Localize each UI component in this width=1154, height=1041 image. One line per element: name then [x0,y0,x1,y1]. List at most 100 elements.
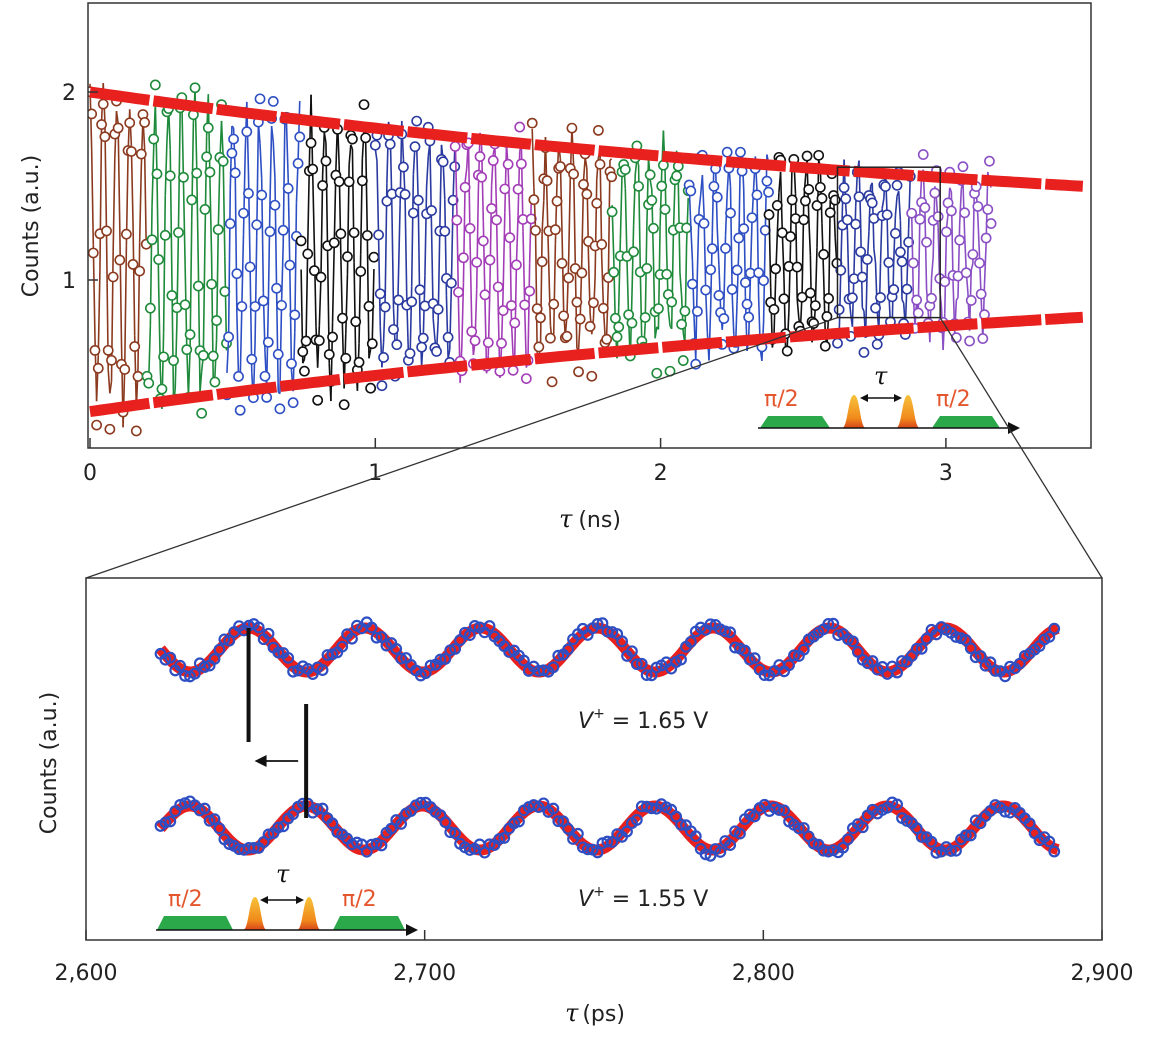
bottom-data-point [626,645,638,658]
top-data-point [244,261,256,273]
top-data-point [659,204,671,215]
top-data-stem [977,216,981,257]
top-data-stem [122,366,126,428]
bottom-data-point [1048,622,1061,635]
top-data-point [528,194,540,206]
top-data-point [965,295,977,306]
top-data-stem [482,221,486,300]
top-data-point [608,266,620,278]
top-data-point [846,292,858,304]
top-data-point [246,353,258,365]
top-data-point [977,333,989,344]
bottom-data-point [247,842,260,854]
top-data-stem [659,172,663,227]
top-data-point [234,404,246,416]
top-data-stem [679,272,683,296]
top-data-point [299,365,310,377]
top-data-point [906,207,918,219]
top-data-point [563,272,575,284]
top-data-point [800,195,811,207]
bottom-data-point [1043,835,1056,848]
top-data-stem [807,215,812,256]
top-data-point [588,297,599,309]
top-data-point [447,194,459,206]
top-data-point [337,312,348,324]
top-data-stem [670,237,675,329]
top-data-stem [462,181,466,283]
top-pulse-right-gaussian [896,395,920,428]
top-data-point [759,224,771,236]
top-data-point [404,348,416,359]
top-data-point [267,95,279,107]
top-data-stem [90,149,95,245]
top-data-point [464,222,476,234]
top-data-point [320,155,332,167]
phase-shift-markers [246,628,309,818]
top-data-point [835,264,847,276]
top-data-point [711,191,723,203]
top-data-stem [704,289,709,333]
top-data-point [901,283,913,295]
bottom-data-point [503,646,516,658]
bottom-pulse-right-label: π/2 [342,887,377,912]
top-data-point [300,335,312,347]
top-data-point [323,349,335,360]
top-data-stem [667,310,671,326]
top-data-point [340,352,352,364]
top-data-stem [809,255,813,343]
top-data-point [708,180,720,192]
top-segment-3 [221,93,306,416]
top-data-point [453,286,464,298]
envelope-lower [89,311,1084,418]
bottom-data-point [999,805,1012,818]
top-data-point [833,304,845,316]
top-data-stem [209,179,213,258]
top-data-point [911,294,923,306]
top-data-point [358,99,370,110]
top-data-point [158,351,170,363]
top-pulse-tau-arrow-right [894,394,902,402]
bottom-data-point [837,841,849,854]
top-data-stem [582,157,586,182]
top-data-point [256,189,268,201]
top-data-point [875,292,886,303]
top-data-point [261,391,273,403]
top-data-stem [881,198,885,209]
bottom-data-point [891,798,904,811]
top-data-point [343,176,355,188]
top-data-point [801,150,813,162]
top-data-point [741,298,753,310]
top-data-point [412,194,424,206]
top-data-point [223,331,234,343]
top-data-point [262,336,274,348]
top-data-point [199,203,211,215]
top-data-point [646,194,658,206]
top-data-stem [943,229,948,314]
top-data-stem [873,248,877,264]
top-data-stem [502,212,506,291]
top-data-point [514,121,526,133]
top-data-point [967,249,979,260]
top-data-stem [305,245,309,341]
bottom-data-point [925,835,938,848]
top-xlabel-symbol: τ [559,505,573,533]
top-data-stem [220,120,224,158]
top-data-point [449,161,461,173]
bottom-data-point [959,634,972,646]
series-label-1-55-value: = 1.55 V [605,887,708,912]
top-data-stem [948,187,953,193]
top-data-point [243,188,254,199]
top-data-stem [507,167,511,218]
top-data-point [178,171,189,183]
top-data-point [119,364,131,375]
bottom-data-point [444,644,457,657]
bottom-series-1 [154,616,1061,683]
top-data-point [578,179,589,190]
bottom-data-point [395,652,408,665]
bottom-data-point [287,665,299,678]
top-data-stem [313,245,317,327]
top-data-stem [289,267,293,371]
top-data-point [156,383,168,395]
bottom-data-point [311,803,324,815]
top-data-point [753,267,765,279]
